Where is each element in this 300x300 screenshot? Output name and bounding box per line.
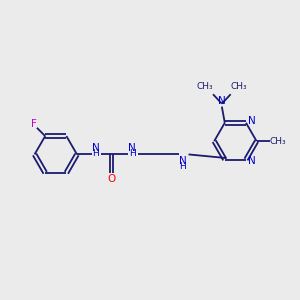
Text: N: N	[128, 143, 136, 153]
Text: H: H	[129, 149, 135, 158]
Text: F: F	[31, 119, 37, 129]
Text: N: N	[248, 156, 256, 166]
Text: CH₃: CH₃	[197, 82, 213, 91]
Text: O: O	[107, 174, 116, 184]
Text: N: N	[248, 116, 256, 126]
Text: N: N	[179, 156, 187, 166]
Text: N: N	[218, 96, 226, 106]
Text: H: H	[92, 149, 99, 158]
Text: H: H	[179, 162, 186, 171]
Text: CH₃: CH₃	[270, 137, 286, 146]
Text: N: N	[92, 143, 99, 153]
Text: CH₃: CH₃	[230, 82, 247, 91]
